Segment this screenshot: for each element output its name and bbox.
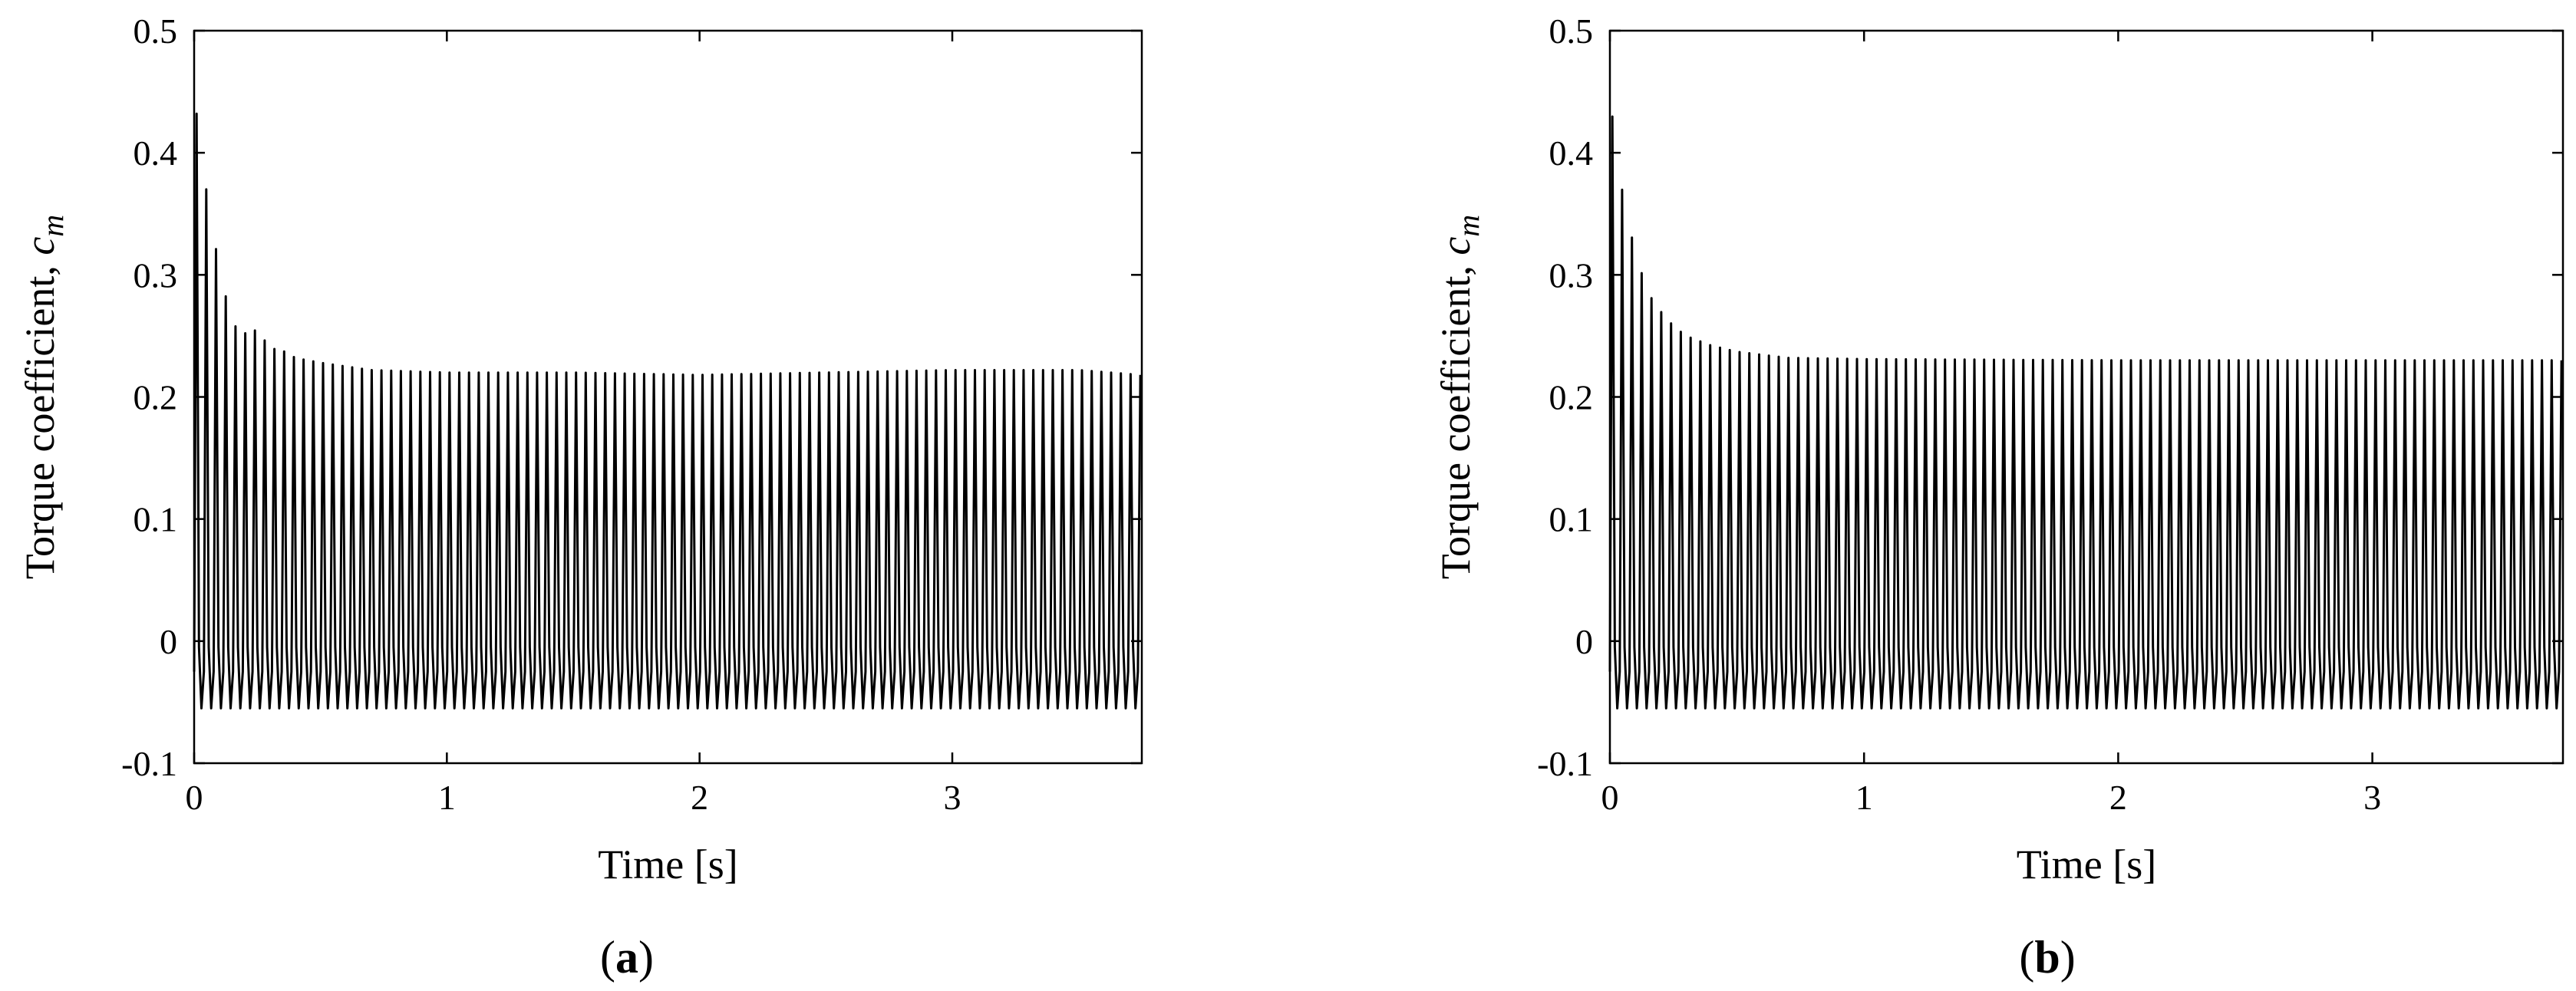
y-tick-label: 0.5 [134, 12, 178, 51]
y-tick-label: 0.2 [134, 378, 178, 417]
panel-label: (b) [2019, 932, 2075, 983]
x-axis-label: Time [s] [598, 841, 738, 887]
y-tick-label: 0.4 [1549, 133, 1594, 173]
x-tick-label: 1 [438, 778, 456, 817]
panel-label: (a) [600, 932, 654, 983]
y-axis-label: Torque coefficient, cm [1433, 215, 1486, 579]
x-tick-label: 3 [944, 778, 961, 817]
y-tick-label: 0.4 [134, 133, 178, 173]
series-line [193, 112, 1142, 710]
series-line [1608, 115, 2563, 710]
y-tick-label: 0 [1575, 622, 1593, 661]
x-tick-label: 1 [1855, 778, 1873, 817]
y-tick-label: 0.5 [1549, 12, 1594, 51]
y-tick-label: 0.1 [134, 500, 178, 539]
y-tick-label: 0.3 [134, 255, 178, 295]
y-tick-label: -0.1 [1537, 744, 1593, 783]
x-axis-label: Time [s] [2017, 841, 2157, 887]
y-tick-label: -0.1 [121, 744, 177, 783]
y-tick-label: 0.3 [1549, 255, 1594, 295]
y-tick-label: 0.1 [1549, 500, 1594, 539]
x-tick-label: 0 [186, 778, 203, 817]
x-tick-label: 0 [1601, 778, 1619, 817]
y-tick-label: 0 [160, 622, 177, 661]
y-axis-label: Torque coefficient, cm [17, 215, 70, 579]
x-tick-label: 3 [2363, 778, 2381, 817]
x-tick-label: 2 [2109, 778, 2127, 817]
x-tick-label: 2 [691, 778, 708, 817]
y-tick-label: 0.2 [1549, 378, 1594, 417]
